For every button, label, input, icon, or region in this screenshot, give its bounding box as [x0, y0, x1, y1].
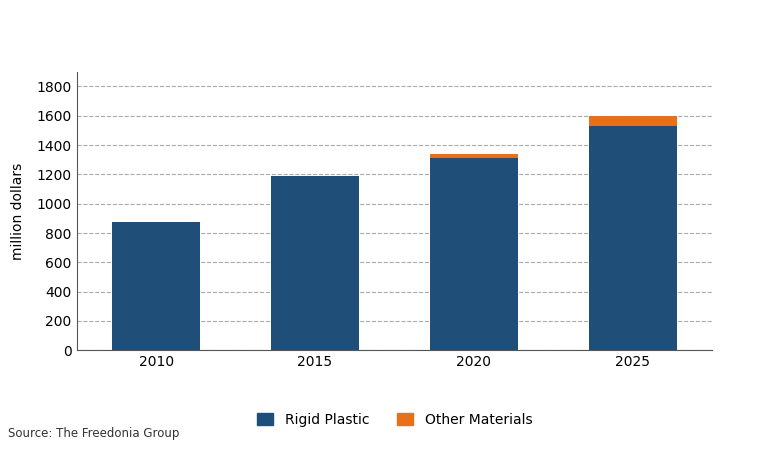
Text: Figure 3-2 | Food Clamshell Packaging Demand by Material, 2010 – 2025 (million d: Figure 3-2 | Food Clamshell Packaging De… [8, 21, 673, 33]
Bar [113, 222, 200, 350]
Bar [430, 158, 518, 350]
Legend: Rigid Plastic, Other Materials: Rigid Plastic, Other Materials [251, 407, 538, 432]
Bar [271, 176, 358, 350]
Bar [589, 116, 676, 126]
Bar [589, 126, 676, 350]
Text: Source: The Freedonia Group: Source: The Freedonia Group [8, 427, 179, 440]
Bar [430, 154, 518, 158]
Y-axis label: million dollars: million dollars [11, 163, 25, 260]
Text: Freedonia: Freedonia [597, 73, 666, 86]
